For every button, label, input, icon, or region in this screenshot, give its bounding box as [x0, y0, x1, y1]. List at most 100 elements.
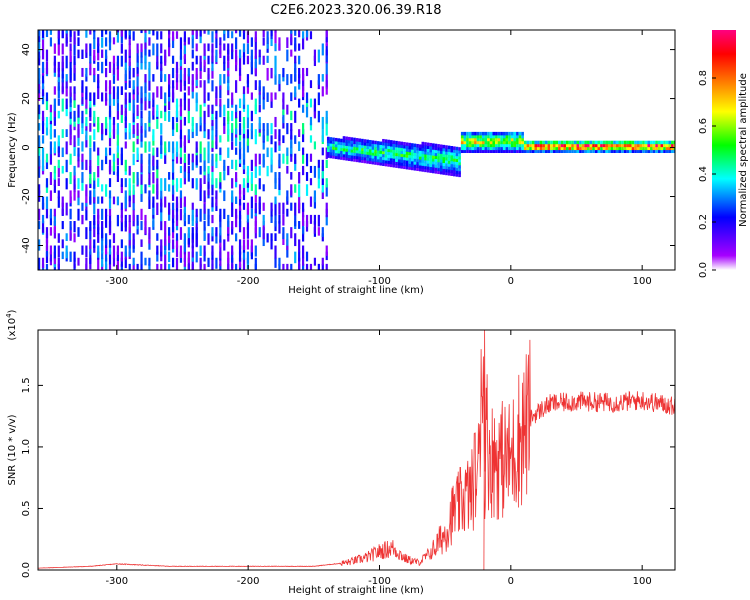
heatmap-cells	[38, 30, 675, 270]
heatmap-cell	[195, 251, 198, 263]
heatmap-cell	[495, 149, 498, 154]
heatmap-cell	[262, 30, 265, 37]
heatmap-cell	[254, 55, 257, 69]
heatmap-cell	[602, 143, 606, 148]
heatmap-cell	[571, 149, 574, 154]
heatmap-cell	[626, 149, 630, 154]
heatmap-cell	[38, 239, 41, 251]
heatmap-cell	[171, 80, 175, 89]
heatmap-cell	[231, 257, 234, 268]
snr-y-tick-label: 0.0	[21, 562, 32, 578]
heatmap-cell	[278, 172, 281, 180]
heatmap-cell	[41, 92, 45, 105]
heatmap-cell	[432, 146, 435, 150]
heatmap-cell	[529, 140, 532, 145]
heatmap-cell	[89, 123, 92, 132]
heatmap-cell	[144, 37, 147, 50]
heatmap-cell	[128, 245, 131, 257]
heatmap-cell	[439, 159, 443, 163]
heatmap-cell	[187, 110, 190, 124]
heatmap-cell	[120, 43, 123, 54]
heatmap-cell	[238, 208, 242, 220]
heatmap-cell	[453, 172, 456, 177]
heatmap-cell	[497, 143, 501, 148]
heatmap-cell	[215, 233, 218, 244]
heatmap-cell	[89, 43, 92, 56]
heatmap-cell	[270, 123, 273, 135]
heatmap-cell	[41, 257, 45, 269]
heatmap-cell	[479, 137, 482, 142]
heatmap-cell	[358, 159, 362, 163]
heatmap-cell	[418, 156, 422, 160]
heatmap-cell	[505, 131, 509, 136]
heatmap-cell	[350, 157, 354, 162]
heatmap-cell	[223, 208, 226, 220]
heatmap-cell	[238, 129, 242, 141]
snr-x-tick-label: -100	[368, 576, 391, 587]
heatmap-cell	[69, 104, 72, 112]
heatmap-cell	[254, 98, 257, 112]
heatmap-cell	[329, 151, 333, 156]
heatmap-cell	[211, 184, 214, 196]
heatmap-cell	[334, 155, 338, 160]
heatmap-cell	[615, 140, 619, 145]
heatmap-cell	[231, 196, 234, 210]
heatmap-cell	[321, 190, 324, 200]
heatmap-cell	[254, 221, 257, 234]
heatmap-cell	[426, 142, 430, 147]
heatmap-cell	[97, 221, 100, 231]
heatmap-cell	[397, 158, 401, 163]
heatmap-cell	[615, 149, 619, 154]
heatmap-cell	[93, 172, 96, 181]
heatmap-cell	[97, 49, 100, 61]
heatmap-cell	[374, 155, 377, 159]
heatmap-cell	[77, 159, 80, 168]
heatmap-cell	[290, 227, 293, 239]
heatmap-cell	[120, 147, 123, 161]
heatmap-cell	[301, 147, 305, 155]
heatmap-cell	[101, 123, 104, 135]
heatmap-cell	[41, 214, 45, 224]
heatmap-cell	[294, 159, 297, 171]
heatmap-cell	[647, 149, 651, 154]
heatmap-cell	[361, 141, 364, 146]
heatmap-cell	[613, 146, 616, 151]
colorbar-tick-label: 0.6	[698, 118, 709, 134]
heatmap-cell	[38, 257, 41, 270]
heatmap-cell	[112, 74, 116, 84]
heatmap-cell	[479, 146, 482, 151]
heatmap-cell	[392, 161, 396, 165]
heatmap-cell	[542, 146, 545, 151]
heatmap-cell	[77, 190, 80, 198]
heatmap-cell	[286, 233, 289, 246]
heatmap-cell	[639, 146, 643, 151]
heatmap-cell	[408, 157, 411, 162]
heatmap-cell	[458, 173, 461, 178]
colorbar-label: Normalized spectral amplitude	[738, 73, 749, 227]
heatmap-cell	[340, 144, 343, 149]
heatmap-cell	[246, 172, 250, 183]
heatmap-cell	[191, 153, 194, 163]
heatmap-cell	[347, 157, 351, 161]
heatmap-cell	[152, 43, 155, 56]
heatmap-cell	[471, 140, 475, 145]
heatmap-cell	[497, 134, 501, 139]
heatmap-cell	[623, 140, 627, 145]
heatmap-cell	[513, 131, 517, 136]
heatmap-cell	[474, 149, 477, 154]
heatmap-cell	[497, 131, 501, 136]
heatmap-cell	[418, 159, 422, 163]
heatmap-cell	[587, 146, 590, 151]
heatmap-cell	[376, 161, 380, 166]
heatmap-cell	[179, 37, 183, 50]
heatmap-cell	[53, 61, 56, 73]
heatmap-cell	[450, 151, 454, 156]
heatmap-cell	[89, 172, 92, 184]
heatmap-cell	[547, 140, 551, 145]
heatmap-cell	[644, 146, 648, 151]
heatmap-cell	[502, 149, 506, 154]
heatmap-cell	[437, 152, 440, 157]
heatmap-cell	[608, 143, 611, 148]
heatmap-cell	[309, 135, 313, 143]
heatmap-cell	[445, 165, 448, 170]
